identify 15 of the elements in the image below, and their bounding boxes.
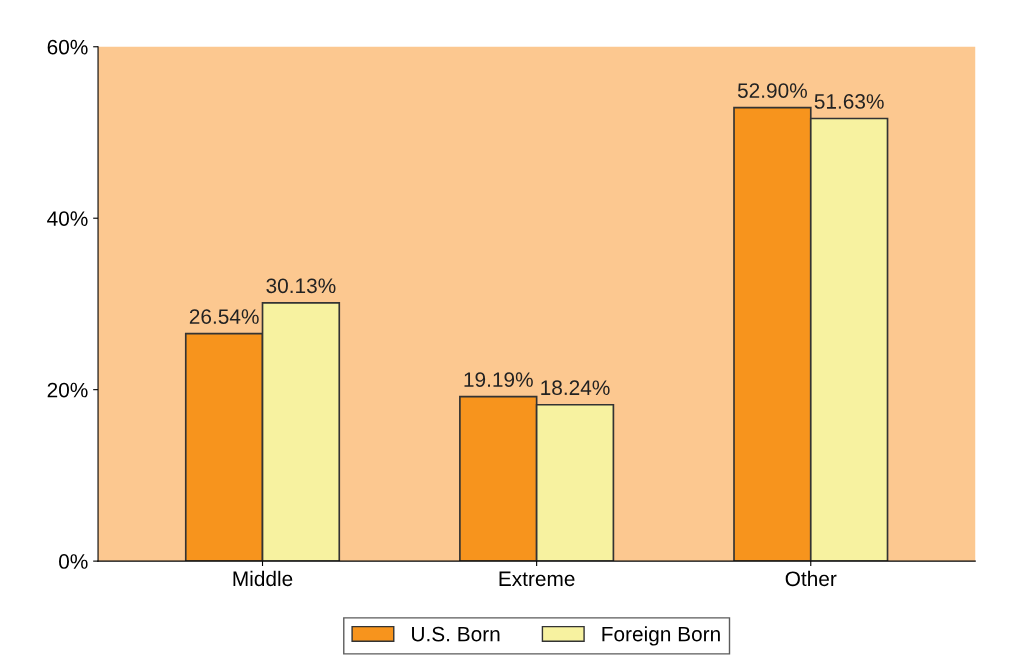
y-tick-label: 60% [47, 39, 88, 55]
legend-label: U.S. Born [412, 626, 500, 642]
data-label: 19.19% [464, 372, 533, 387]
data-label: 30.13% [266, 278, 336, 294]
y-tick-label: 0% [59, 554, 88, 569]
data-label: 52.90% [737, 83, 807, 98]
y-tick-label: 40% [47, 211, 88, 226]
data-label: 51.63% [814, 94, 884, 109]
data-label: 18.24% [541, 380, 610, 396]
legend-label: Foreign Born [602, 626, 720, 646]
x-tick-label: Middle [233, 570, 293, 587]
y-tick-label: 20% [47, 382, 88, 398]
x-tick-label: Other [785, 570, 837, 587]
x-tick-label: Extreme [499, 571, 575, 587]
data-label: 26.54% [189, 309, 259, 324]
